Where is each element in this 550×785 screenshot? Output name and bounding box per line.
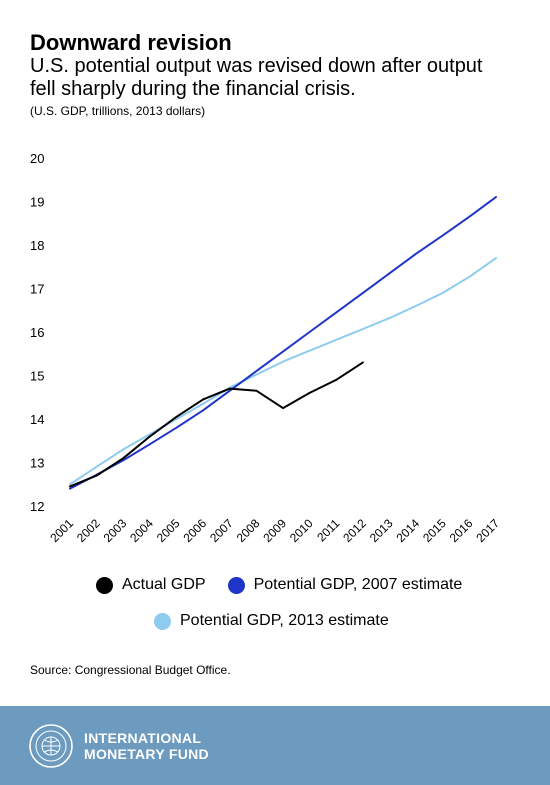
legend-dot-potential-2007 xyxy=(227,576,245,594)
legend-label-actual: Actual GDP xyxy=(122,576,206,593)
x-tick-label: 2010 xyxy=(287,516,316,545)
y-tick-label: 13 xyxy=(30,456,44,471)
footer-bar: INTERNATIONAL MONETARY FUND xyxy=(0,706,550,785)
legend-dot-potential-2013 xyxy=(154,612,171,630)
legend-item-actual: Actual GDP xyxy=(96,576,206,594)
x-tick-label: 2008 xyxy=(234,516,263,545)
x-tick-label: 2009 xyxy=(260,516,289,545)
chart-subtitle: U.S. potential output was revised down a… xyxy=(30,55,483,100)
y-tick-label: 16 xyxy=(30,325,44,340)
imf-brand: INTERNATIONAL MONETARY FUND xyxy=(84,730,209,762)
y-tick-label: 14 xyxy=(30,412,44,427)
brand-line-2: MONETARY FUND xyxy=(84,745,209,762)
x-tick-label: 2001 xyxy=(47,516,76,545)
x-tick-label: 2012 xyxy=(340,516,369,545)
y-tick-label: 20 xyxy=(30,151,44,166)
x-tick-label: 2003 xyxy=(101,516,130,545)
x-tick-label: 2004 xyxy=(127,516,156,545)
imf-seal-icon xyxy=(29,723,73,768)
x-tick-label: 2007 xyxy=(207,516,236,545)
units-note: (U.S. GDP, trillions, 2013 dollars) xyxy=(30,104,206,118)
y-tick-label: 18 xyxy=(30,238,44,253)
x-tick-label: 2014 xyxy=(393,516,422,545)
legend-item-potential-2007: Potential GDP, 2007 estimate xyxy=(227,576,463,594)
x-tick-label: 2013 xyxy=(367,516,396,545)
legend-row-1: Actual GDP Potential GDP, 2007 estimate xyxy=(96,576,484,594)
x-tick-label: 2005 xyxy=(154,516,183,545)
brand-line-1: INTERNATIONAL xyxy=(84,729,202,746)
x-tick-label: 2011 xyxy=(314,516,342,544)
y-tick-label: 19 xyxy=(30,195,44,210)
x-tick-label: 2017 xyxy=(473,516,502,545)
series-line-potential-gdp-2007-estimate xyxy=(69,196,497,490)
legend-row-2: Potential GDP, 2013 estimate xyxy=(154,612,411,630)
y-tick-label: 12 xyxy=(30,499,44,514)
series-line-actual-gdp xyxy=(69,361,364,488)
x-tick-label: 2002 xyxy=(74,516,103,545)
legend-item-potential-2013: Potential GDP, 2013 estimate xyxy=(154,612,389,630)
legend-label-potential-2007: Potential GDP, 2007 estimate xyxy=(253,576,463,593)
y-tick-label: 15 xyxy=(30,369,44,384)
legend-label-potential-2013: Potential GDP, 2013 estimate xyxy=(180,612,389,629)
y-tick-label: 17 xyxy=(30,282,44,297)
x-tick-label: 2016 xyxy=(447,516,476,545)
legend-dot-actual xyxy=(96,576,113,594)
x-tick-label: 2006 xyxy=(180,516,209,545)
line-chart: 1213141516171819202001200220032004200520… xyxy=(30,151,502,545)
x-tick-label: 2015 xyxy=(420,516,449,545)
series-line-potential-gdp-2013-estimate xyxy=(69,257,497,486)
source-note: Source: Congressional Budget Office. xyxy=(30,663,231,677)
chart-title: Downward revision xyxy=(30,30,232,55)
